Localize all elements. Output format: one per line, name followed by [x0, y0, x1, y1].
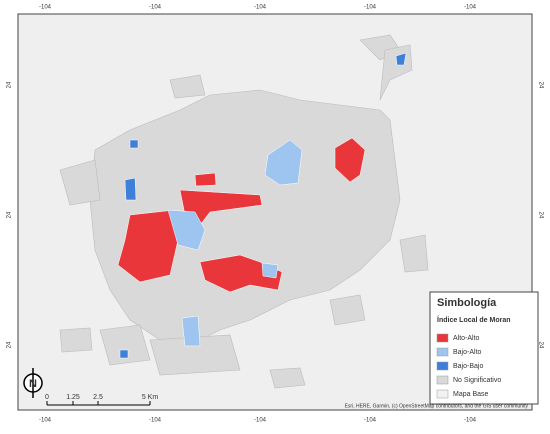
legend-swatch — [436, 375, 449, 385]
frame-label-top: -104 — [39, 5, 52, 11]
frame-label-bottom: -104 — [464, 418, 477, 424]
legend-swatch — [436, 333, 449, 343]
attribution: Esri, HERE, Garmin, (c) OpenStreetMap co… — [345, 403, 529, 409]
cluster-low-high — [264, 139, 303, 186]
urban-area — [169, 74, 206, 99]
frame-label-bottom: -104 — [364, 418, 377, 424]
frame-label-top: -104 — [254, 5, 267, 11]
frame-label-right: 24 — [537, 82, 543, 89]
legend-label: No Significativo — [453, 377, 501, 384]
legend-label: Bajo-Alto — [453, 349, 482, 356]
cluster-low-high — [181, 315, 201, 347]
legend-label: Mapa Base — [453, 391, 489, 398]
north-arrow: N — [23, 368, 43, 398]
cluster-high-high — [199, 254, 283, 293]
urban-area — [89, 89, 401, 341]
frame-label-bottom: -104 — [149, 418, 162, 424]
frame-label-bottom: -104 — [39, 418, 52, 424]
frame-label-top: -104 — [464, 5, 477, 11]
legend-swatch — [436, 347, 449, 357]
frame-label-right: 24 — [537, 212, 543, 219]
urban-area — [399, 234, 429, 273]
scale-label: 2.5 — [93, 394, 103, 401]
frame-label-top: -104 — [364, 5, 377, 11]
scale-label: 0 — [45, 394, 49, 401]
north-label: N — [29, 378, 37, 390]
legend-swatch — [436, 389, 449, 399]
frame-label-left: 24 — [7, 81, 13, 88]
legend: Simbología Índice Local de Moran Alto-Al… — [429, 291, 539, 405]
urban-area — [59, 327, 93, 353]
cluster-low-low — [119, 349, 129, 359]
frame-label-right: 24 — [537, 342, 543, 349]
cluster-high-high — [194, 172, 217, 187]
legend-label: Bajo-Bajo — [453, 363, 483, 370]
frame-label-left: 24 — [7, 341, 13, 348]
legend-subtitle: Índice Local de Moran — [437, 315, 511, 324]
urban-area — [149, 334, 241, 376]
cluster-low-low — [395, 52, 407, 66]
frame-label-bottom: -104 — [254, 418, 267, 424]
cluster-low-low — [124, 177, 137, 201]
cluster-high-high — [334, 137, 366, 183]
legend-label: Alto-Alto — [453, 335, 480, 342]
urban-area — [59, 159, 101, 206]
urban-area — [269, 367, 306, 389]
moran-clusters — [117, 52, 407, 359]
frame-label-top: -104 — [149, 5, 162, 11]
scale-label: 1.25 — [66, 394, 80, 401]
urban-area — [329, 294, 366, 326]
urban-area — [99, 324, 151, 366]
legend-swatch — [436, 361, 449, 371]
scale-bar: 0 1.25 2.5 5 Km — [45, 394, 159, 406]
frame-label-left: 24 — [7, 211, 13, 218]
cluster-low-low — [129, 139, 139, 149]
cluster-low-high — [167, 209, 206, 251]
scale-label: 5 Km — [142, 394, 159, 401]
legend-title: Simbología — [437, 297, 497, 309]
cluster-low-high — [261, 262, 279, 279]
